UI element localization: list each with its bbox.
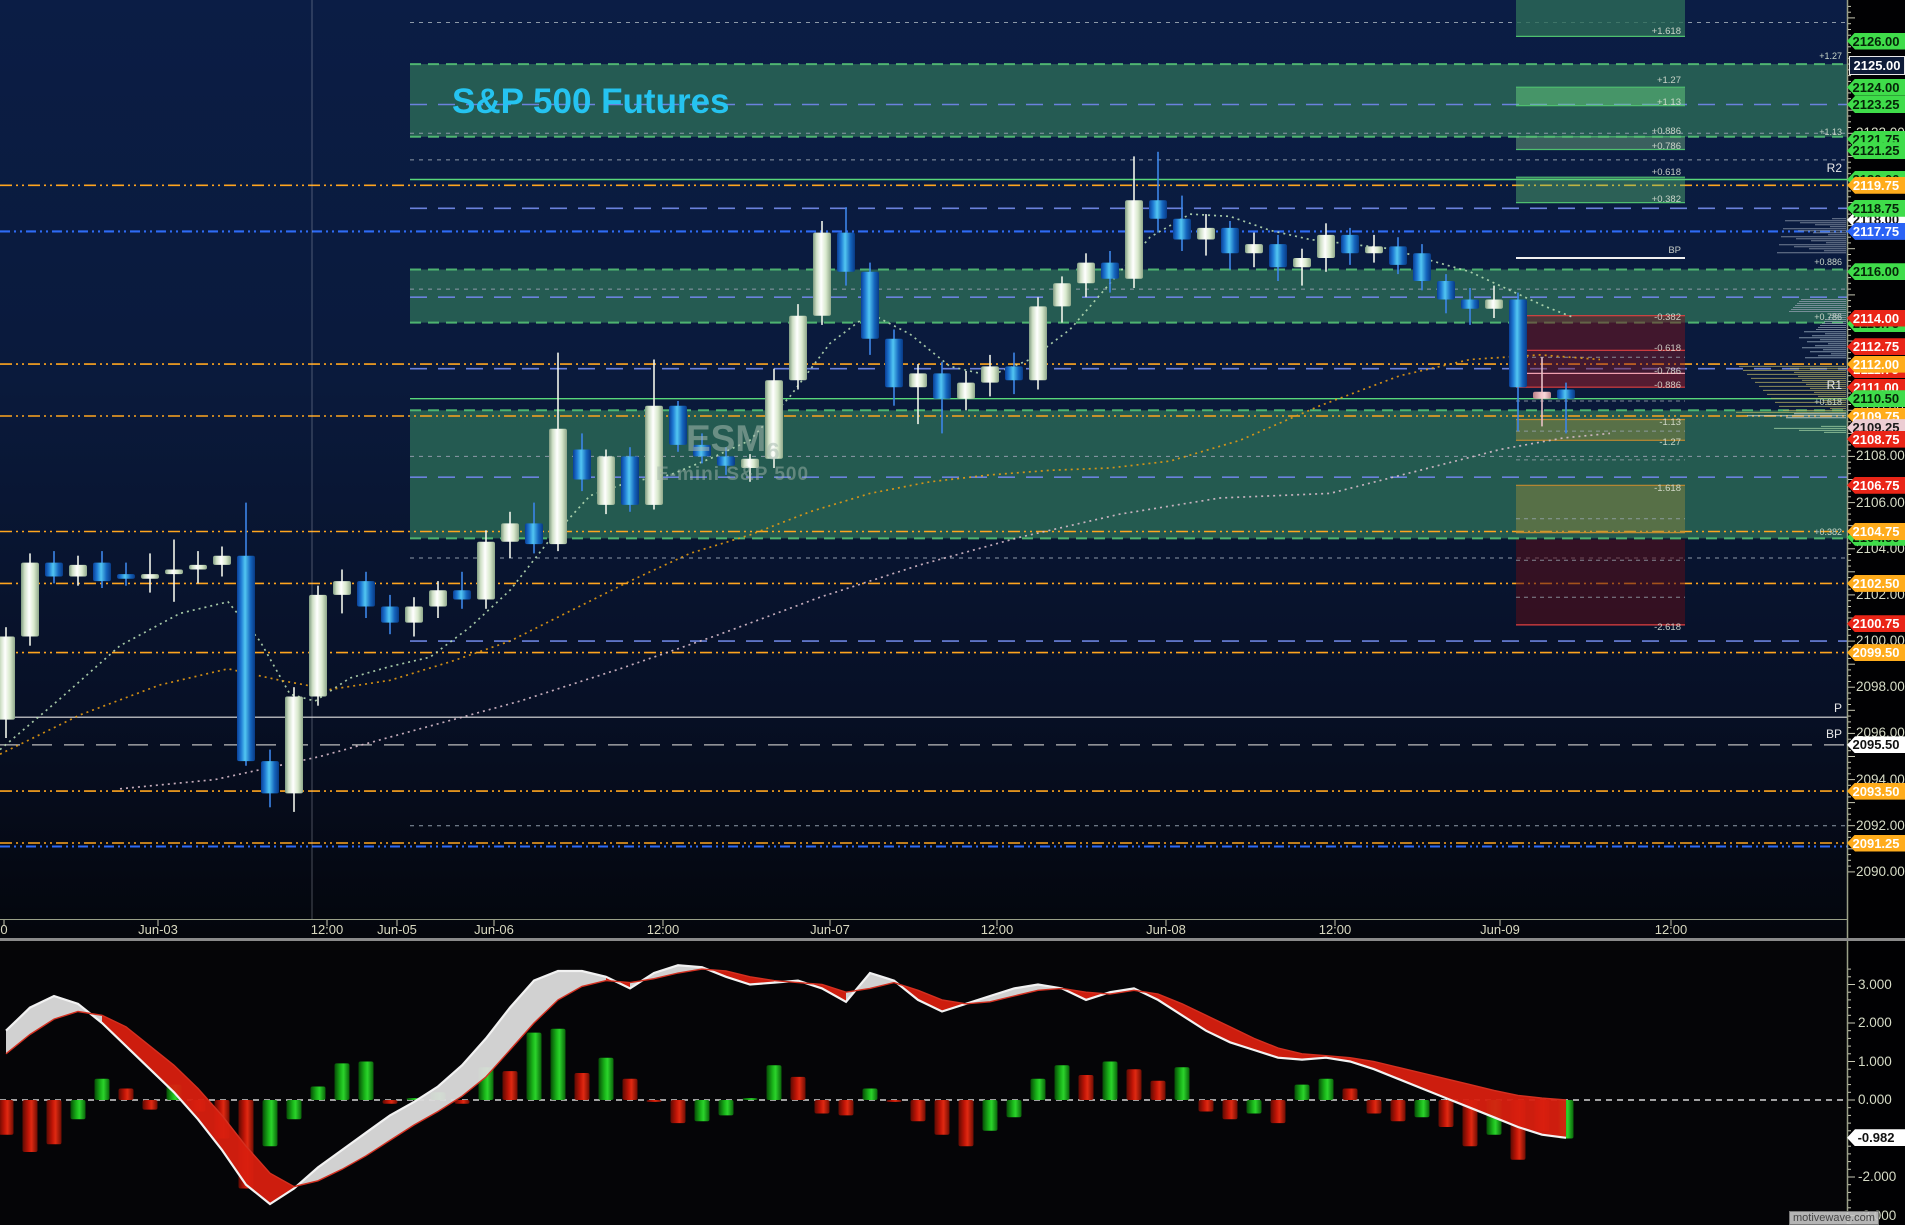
instrument-watermark: E-mini S&P 500 <box>656 464 810 485</box>
chart-title: S&P 500 Futures <box>452 82 730 121</box>
indicator-axis[interactable] <box>1848 941 1905 1225</box>
branding-watermark: motivewave.com <box>1789 1211 1879 1225</box>
symbol-watermark: ESM6 <box>686 418 780 466</box>
pane-separator-handle[interactable] <box>0 938 1905 941</box>
